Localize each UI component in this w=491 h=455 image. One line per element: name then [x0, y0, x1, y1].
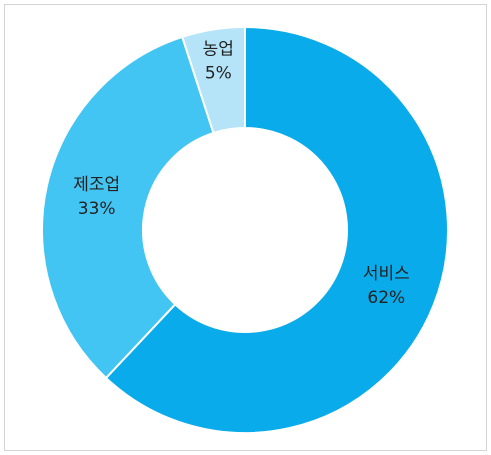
- slice-category-label: 제조업: [73, 175, 120, 195]
- slice-value-label: 5%: [205, 64, 232, 84]
- donut-slice: [41, 35, 215, 380]
- donut-slice: [104, 25, 449, 434]
- donut-slice: [181, 25, 246, 135]
- slice-category-label: 서비스: [363, 264, 410, 284]
- slice-category-label: 농업: [203, 40, 234, 60]
- slice-value-label: 33%: [78, 199, 116, 219]
- slice-value-label: 62%: [367, 288, 405, 308]
